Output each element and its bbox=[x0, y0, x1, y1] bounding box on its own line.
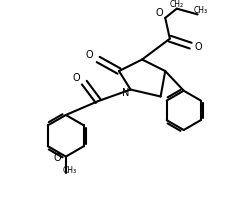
Text: O: O bbox=[195, 42, 203, 52]
Text: CH₂: CH₂ bbox=[170, 0, 184, 9]
Text: O: O bbox=[54, 154, 62, 163]
Text: O: O bbox=[85, 50, 93, 60]
Text: CH₃: CH₃ bbox=[194, 6, 208, 16]
Text: N: N bbox=[122, 88, 130, 98]
Text: O: O bbox=[156, 8, 163, 18]
Text: O: O bbox=[72, 73, 80, 83]
Text: CH₃: CH₃ bbox=[63, 166, 77, 175]
